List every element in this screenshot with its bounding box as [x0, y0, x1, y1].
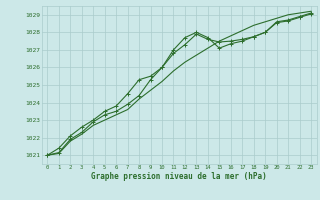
X-axis label: Graphe pression niveau de la mer (hPa): Graphe pression niveau de la mer (hPa) [91, 172, 267, 181]
